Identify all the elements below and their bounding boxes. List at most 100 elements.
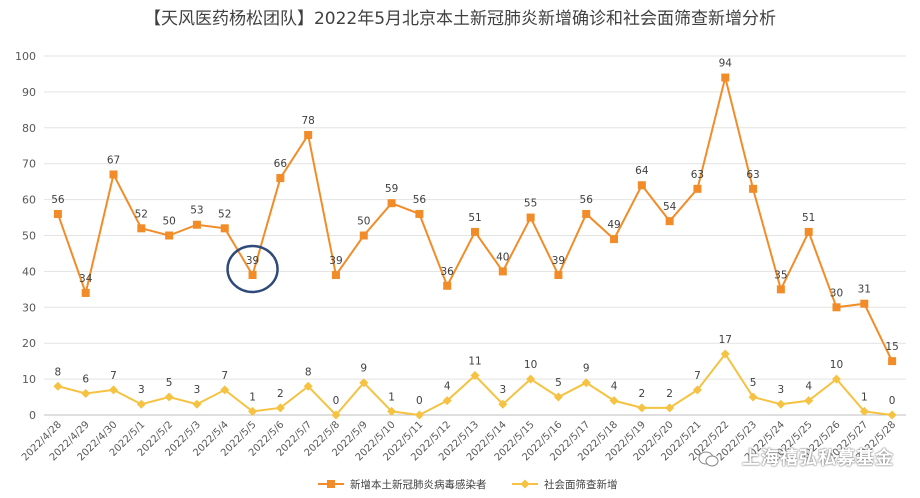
highlight-circle: [226, 244, 279, 294]
data-label: 9: [583, 363, 590, 375]
data-label: 4: [444, 381, 451, 393]
data-point: [637, 403, 647, 413]
data-point: [414, 410, 424, 420]
data-label: 3: [778, 384, 785, 396]
data-label: 53: [190, 205, 203, 217]
data-point: [387, 406, 397, 416]
data-label: 1: [249, 391, 256, 403]
data-point: [526, 374, 536, 384]
data-label: 3: [499, 384, 506, 396]
data-point: [442, 396, 452, 406]
data-point: [81, 388, 91, 398]
data-label: 55: [524, 198, 537, 210]
data-point: [720, 349, 730, 359]
data-point: [304, 130, 313, 139]
data-point: [776, 399, 786, 409]
data-point: [137, 224, 146, 233]
data-label: 8: [305, 366, 312, 378]
data-label: 39: [329, 255, 342, 267]
data-label: 11: [468, 356, 481, 368]
y-tick-label: 80: [22, 122, 36, 135]
data-label: 36: [441, 266, 455, 278]
data-label: 7: [221, 370, 228, 382]
data-label: 59: [385, 183, 398, 195]
data-label: 0: [889, 395, 896, 407]
data-point: [832, 303, 841, 312]
data-point: [553, 392, 563, 402]
y-tick-label: 90: [22, 86, 36, 99]
data-label: 31: [858, 284, 871, 296]
data-label: 6: [82, 373, 89, 385]
data-label: 78: [301, 115, 314, 127]
data-point: [109, 170, 118, 179]
data-label: 56: [51, 194, 65, 206]
data-label: 39: [552, 255, 565, 267]
wechat-icon: [698, 451, 719, 467]
legend-marker: [520, 479, 530, 489]
data-label: 50: [357, 216, 370, 228]
y-tick-label: 20: [22, 337, 36, 350]
data-label: 34: [79, 273, 93, 285]
data-point: [331, 270, 340, 279]
data-point: [165, 231, 174, 240]
y-tick-label: 40: [22, 265, 36, 278]
data-point: [831, 374, 841, 384]
data-point: [498, 267, 507, 276]
data-label: 94: [719, 58, 733, 70]
y-tick-label: 100: [15, 50, 36, 63]
data-label: 9: [360, 363, 367, 375]
data-point: [693, 184, 702, 193]
data-label: 52: [218, 208, 231, 220]
data-point: [443, 281, 452, 290]
data-label: 3: [194, 384, 201, 396]
y-tick-label: 60: [22, 194, 36, 207]
data-label: 30: [830, 287, 843, 299]
data-point: [526, 213, 535, 222]
data-label: 7: [694, 370, 701, 382]
data-point: [749, 184, 758, 193]
data-label: 67: [107, 154, 120, 166]
data-point: [665, 217, 674, 226]
data-label: 10: [524, 359, 537, 371]
data-point: [331, 410, 341, 420]
data-label: 3: [138, 384, 145, 396]
data-label: 51: [802, 212, 815, 224]
data-point: [471, 227, 479, 236]
data-point: [303, 381, 313, 391]
data-label: 4: [805, 381, 812, 393]
data-point: [415, 209, 424, 218]
data-label: 4: [611, 381, 618, 393]
data-point: [248, 270, 257, 279]
data-point: [582, 209, 591, 218]
data-point: [53, 381, 63, 391]
data-label: 5: [555, 377, 562, 389]
data-point: [192, 220, 201, 229]
data-point: [721, 73, 730, 82]
data-label: 56: [580, 194, 594, 206]
data-label: 7: [110, 370, 117, 382]
data-point: [860, 299, 869, 308]
data-point: [81, 288, 90, 297]
data-label: 8: [55, 366, 62, 378]
data-label: 56: [413, 194, 427, 206]
data-label: 2: [638, 388, 645, 400]
data-point: [470, 371, 480, 381]
data-label: 17: [719, 334, 732, 346]
data-point: [748, 392, 758, 402]
data-point: [692, 385, 702, 395]
data-point: [498, 399, 508, 409]
data-point: [888, 357, 897, 366]
data-label: 35: [774, 269, 787, 281]
data-point: [109, 385, 119, 395]
data-point: [859, 406, 869, 416]
data-point: [359, 378, 369, 388]
data-point: [887, 410, 897, 420]
data-label: 2: [666, 388, 673, 400]
data-label: 39: [246, 255, 259, 267]
data-label: 1: [388, 391, 395, 403]
data-label: 52: [135, 208, 148, 220]
data-label: 51: [468, 212, 481, 224]
data-point: [554, 270, 563, 279]
chart-title: 【天风医药杨松团队】2022年5月北京本土新冠肺炎新增确诊和社会面筛查新增分析: [143, 9, 777, 29]
